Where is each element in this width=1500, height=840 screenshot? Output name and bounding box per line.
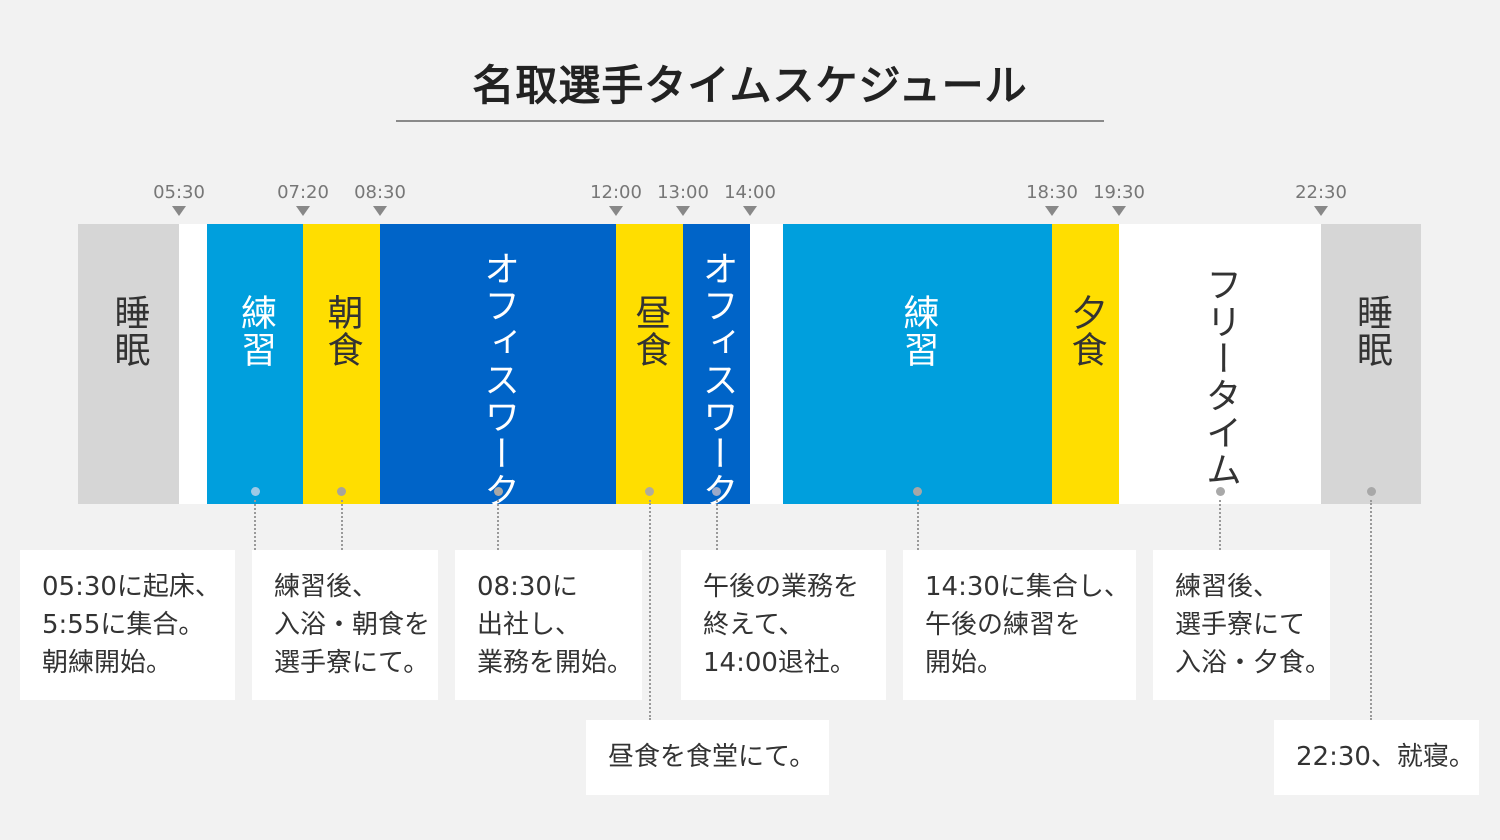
note-box: 練習後、選手寮にて入浴・夕食。 bbox=[1153, 550, 1332, 700]
time-marker-icon bbox=[296, 206, 310, 216]
anchor-dot bbox=[250, 487, 260, 496]
anchor-dot bbox=[1215, 487, 1225, 496]
note-box: 22:30、就寝。 bbox=[1274, 720, 1479, 795]
band-label: フリータイム bbox=[1200, 266, 1241, 488]
title-underline bbox=[396, 120, 1104, 122]
connector-line bbox=[715, 500, 718, 550]
note-line: 朝練開始。 bbox=[42, 648, 173, 678]
schedule-band-gap bbox=[179, 224, 207, 504]
time-marker-icon bbox=[676, 206, 690, 216]
anchor-dot bbox=[1366, 487, 1376, 496]
schedule-band-meal: 夕食 bbox=[1052, 224, 1119, 504]
note-line: 08:30に bbox=[477, 572, 578, 602]
time-marker-icon bbox=[1045, 206, 1059, 216]
schedule-band-practice: 練習 bbox=[783, 224, 1052, 504]
note-line: 出社し、 bbox=[477, 610, 582, 640]
band-label: 睡眠 bbox=[108, 294, 150, 368]
note-line: 22:30、就寝。 bbox=[1296, 742, 1475, 772]
band-label: 朝食 bbox=[321, 294, 363, 368]
schedule-band-office: オフィスワーク bbox=[380, 224, 616, 509]
note-box: 08:30に 出社し、業務を開始。 bbox=[455, 550, 642, 700]
schedule-band-free: フリータイム bbox=[1119, 224, 1321, 504]
anchor-dot bbox=[712, 487, 721, 496]
note-box: 14:30に集合し、 午後の練習を 開始。 bbox=[903, 550, 1136, 700]
time-marker-icon bbox=[373, 206, 387, 216]
note-line: 終えて、 bbox=[703, 610, 805, 640]
note-line: 午後の練習を bbox=[925, 610, 1082, 640]
schedule-band-office: オフィスワーク bbox=[683, 224, 750, 509]
note-box: 午後の業務を 終えて、 14:00退社。 bbox=[681, 550, 886, 700]
note-line: 5:55に集合。 bbox=[42, 610, 205, 640]
anchor-dot bbox=[913, 487, 922, 496]
note-line: 選手寮にて。 bbox=[274, 648, 430, 678]
page-title: 名取選手タイムスケジュール bbox=[472, 61, 1028, 110]
band-label: 睡眠 bbox=[1351, 294, 1392, 368]
connector-line bbox=[254, 500, 256, 550]
anchor-dot bbox=[645, 487, 654, 496]
time-label: 13:00 bbox=[657, 182, 709, 203]
connector-line bbox=[648, 500, 651, 720]
time-label: 18:30 bbox=[1026, 182, 1078, 203]
time-label: 05:30 bbox=[153, 182, 205, 203]
schedule-band-sleep: 睡眠 bbox=[1321, 224, 1421, 504]
note-line: 14:00退社。 bbox=[703, 648, 856, 678]
band-label: 練習 bbox=[897, 294, 939, 368]
time-marker-icon bbox=[743, 206, 757, 216]
time-marker-icon bbox=[1314, 206, 1328, 216]
note-line: 入浴・朝食を bbox=[274, 610, 431, 640]
note-line: 練習後、 bbox=[1175, 572, 1280, 602]
connector-line bbox=[1219, 500, 1221, 550]
note-line: 業務を開始。 bbox=[477, 648, 634, 678]
connector-line bbox=[497, 500, 499, 550]
band-label: 練習 bbox=[235, 294, 276, 368]
time-marker-icon bbox=[609, 206, 623, 216]
schedule-band-sleep: 睡眠 bbox=[78, 224, 179, 504]
note-box: 昼食を食堂にて。 bbox=[586, 720, 829, 795]
note-box: 練習後、入浴・朝食を 選手寮にて。 bbox=[252, 550, 438, 700]
anchor-dot bbox=[493, 487, 503, 496]
note-line: 14:30に集合し、 bbox=[925, 572, 1130, 602]
note-line: 選手寮にて bbox=[1175, 610, 1306, 640]
time-label: 07:20 bbox=[277, 182, 329, 203]
time-marker-icon bbox=[1112, 206, 1126, 216]
connector-line bbox=[340, 500, 343, 550]
time-marker-icon bbox=[172, 206, 186, 216]
note-box: 05:30に起床、 5:55に集合。 朝練開始。 bbox=[20, 550, 235, 700]
note-line: 練習後、 bbox=[274, 572, 379, 602]
time-label: 14:00 bbox=[724, 182, 776, 203]
band-label: オフィスワーク bbox=[696, 250, 738, 509]
schedule-band-gap bbox=[750, 224, 783, 504]
time-label: 12:00 bbox=[590, 182, 642, 203]
band-label: 昼食 bbox=[629, 294, 671, 368]
note-line: 開始。 bbox=[925, 648, 1004, 678]
schedule-band-meal: 朝食 bbox=[303, 224, 380, 504]
note-line: 午後の業務を bbox=[703, 572, 860, 602]
schedule-band-practice: 練習 bbox=[207, 224, 303, 504]
time-label: 19:30 bbox=[1093, 182, 1145, 203]
note-line: 昼食を食堂にて。 bbox=[608, 742, 816, 772]
time-label: 08:30 bbox=[354, 182, 406, 203]
band-label: オフィスワーク bbox=[478, 250, 519, 509]
note-line: 05:30に起床、 bbox=[42, 572, 221, 602]
note-line: 入浴・夕食。 bbox=[1175, 648, 1332, 678]
band-label: 夕食 bbox=[1065, 294, 1107, 368]
schedule-band-meal: 昼食 bbox=[616, 224, 683, 504]
connector-line bbox=[916, 500, 919, 550]
time-label: 22:30 bbox=[1295, 182, 1347, 203]
connector-line bbox=[1370, 500, 1372, 720]
anchor-dot bbox=[337, 487, 346, 496]
